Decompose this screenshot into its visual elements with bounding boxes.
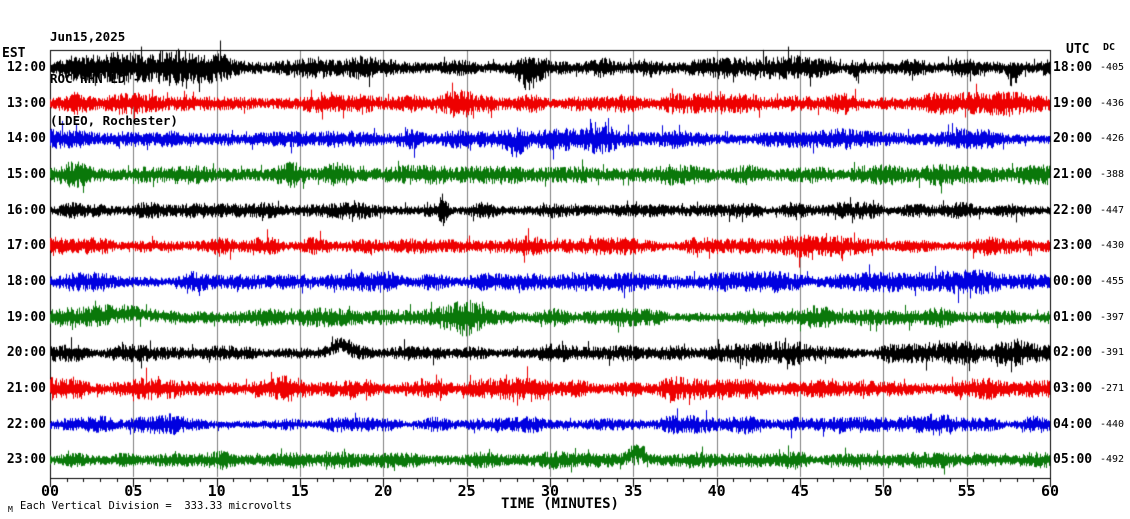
est-hour-label: 22:00 [6, 416, 46, 432]
header: Jun15,2025 ROC HHN LD -- (LDEO, Rocheste… [50, 2, 178, 156]
right-axis-label: UTC [1066, 42, 1090, 57]
header-station: ROC HHN LD -- [50, 71, 148, 86]
x-tick-label: 25 [457, 482, 476, 500]
x-tick-label: 20 [374, 482, 393, 500]
est-hour-label: 23:00 [6, 452, 46, 468]
dc-value: -455 [1100, 275, 1125, 287]
est-hour-label: 14:00 [6, 131, 46, 147]
est-hour-label: 15:00 [6, 166, 46, 182]
est-hour-label: 19:00 [6, 309, 46, 325]
header-network: (LDEO, Rochester) [50, 113, 178, 128]
header-date: Jun15,2025 [50, 29, 126, 44]
dc-value: -440 [1100, 418, 1125, 430]
x-tick-label: 15 [290, 482, 310, 500]
dc-value: -388 [1100, 168, 1125, 180]
utc-hour-label: 00:00 [1053, 273, 1093, 289]
x-tick-label: 50 [874, 482, 893, 500]
x-tick-label: 35 [624, 482, 643, 500]
est-hour-label: 17:00 [6, 238, 46, 254]
est-hour-label: 20:00 [6, 345, 46, 361]
scale-note: Each Vertical Division = 333.33 microvol… [20, 500, 292, 512]
est-hour-label: 18:00 [6, 273, 46, 289]
utc-hour-label: 22:00 [1053, 202, 1093, 218]
utc-hour-label: 20:00 [1053, 131, 1093, 147]
dc-value: -391 [1100, 347, 1125, 359]
utc-hour-label: 23:00 [1053, 238, 1093, 254]
logo-mark: M [8, 505, 13, 514]
est-hour-label: 16:00 [6, 202, 46, 218]
est-hour-label: 12:00 [6, 59, 46, 75]
utc-hour-label: 21:00 [1053, 166, 1093, 182]
utc-hour-label: 19:00 [1053, 95, 1093, 111]
dc-value: -447 [1100, 204, 1125, 216]
dc-value: -271 [1100, 382, 1125, 394]
utc-hour-label: 01:00 [1053, 309, 1093, 325]
dc-value: -397 [1100, 311, 1125, 323]
x-tick-label: 45 [790, 482, 810, 500]
left-axis-label: EST [2, 46, 26, 61]
x-tick-label: 05 [124, 482, 143, 500]
utc-hour-label: 18:00 [1053, 59, 1093, 75]
utc-hour-label: 02:00 [1053, 345, 1093, 361]
utc-hour-label: 04:00 [1053, 416, 1093, 432]
x-tick-label: 00 [40, 482, 60, 500]
dc-column-header: DC [1103, 42, 1116, 53]
dc-value: -430 [1100, 240, 1125, 252]
utc-hour-label: 05:00 [1053, 452, 1093, 468]
dc-value: -492 [1100, 454, 1125, 466]
dc-value: -426 [1100, 133, 1125, 145]
x-tick-label: 40 [707, 482, 726, 500]
utc-hour-label: 03:00 [1053, 380, 1093, 396]
x-tick-label: 30 [540, 482, 560, 500]
x-tick-label: 10 [207, 482, 226, 500]
dc-value: -405 [1100, 61, 1125, 73]
dc-value: -436 [1100, 97, 1125, 109]
x-tick-label: 55 [957, 482, 976, 500]
est-hour-label: 21:00 [6, 380, 46, 396]
x-axis-title: TIME (MINUTES) [500, 496, 619, 512]
est-hour-label: 13:00 [6, 95, 46, 111]
x-tick-label: 60 [1040, 482, 1060, 500]
